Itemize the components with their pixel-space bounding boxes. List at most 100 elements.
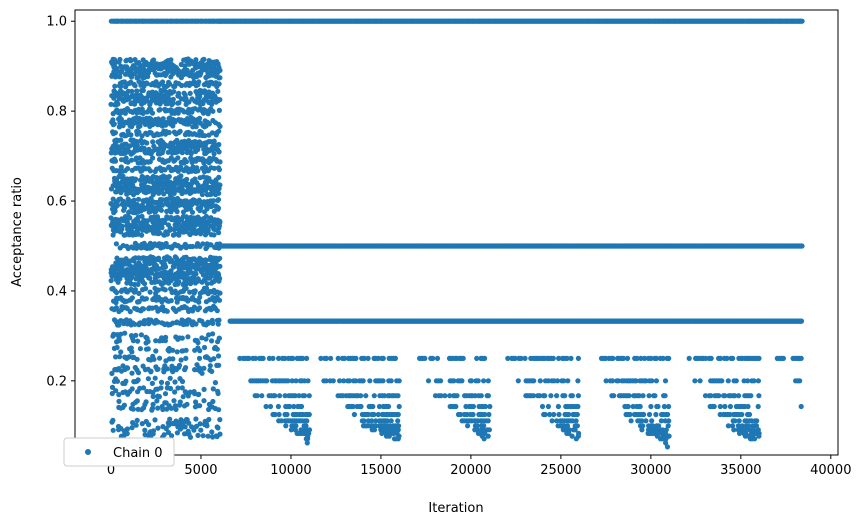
data-point — [168, 405, 174, 411]
data-point — [197, 421, 203, 427]
data-point — [154, 398, 160, 404]
data-point — [565, 378, 571, 384]
data-point — [206, 121, 212, 127]
data-point — [170, 123, 176, 129]
data-point — [146, 422, 152, 428]
data-point — [170, 100, 176, 106]
data-point — [196, 355, 203, 361]
data-point — [756, 355, 762, 361]
data-point — [111, 94, 118, 100]
data-point — [204, 423, 210, 429]
data-point — [185, 393, 191, 399]
data-point — [128, 132, 134, 138]
data-point — [217, 97, 223, 103]
data-point — [175, 219, 182, 225]
data-point — [197, 94, 203, 100]
data-point — [215, 321, 221, 327]
data-point — [430, 355, 436, 361]
data-point — [216, 317, 222, 323]
data-point — [198, 231, 204, 237]
data-point — [216, 174, 222, 180]
data-point — [210, 320, 216, 326]
data-point — [201, 386, 207, 392]
data-point — [148, 368, 154, 374]
data-point — [780, 355, 787, 361]
data-point — [568, 355, 574, 361]
data-point — [211, 232, 217, 238]
data-point — [380, 355, 386, 361]
data-point — [160, 147, 166, 153]
data-point — [367, 378, 373, 384]
data-point — [211, 356, 217, 362]
data-point — [186, 99, 192, 105]
data-point — [173, 367, 179, 373]
data-point — [187, 90, 193, 96]
data-point — [136, 299, 142, 305]
data-point — [188, 151, 194, 157]
data-point — [175, 336, 181, 342]
data-point — [168, 276, 175, 282]
data-point — [173, 406, 179, 412]
data-point — [209, 200, 215, 206]
data-point — [112, 83, 118, 89]
data-point — [114, 289, 120, 296]
data-point — [195, 168, 201, 174]
data-point — [167, 375, 173, 381]
data-point — [161, 368, 167, 374]
data-point — [109, 390, 115, 397]
data-point — [353, 355, 359, 361]
data-point — [193, 423, 200, 429]
data-point — [191, 427, 197, 433]
data-point — [161, 219, 168, 226]
data-point — [162, 167, 168, 173]
data-point — [202, 142, 209, 148]
data-point — [216, 167, 222, 173]
data-point — [396, 378, 402, 384]
data-point — [150, 431, 156, 437]
data-point — [203, 187, 209, 193]
data-point — [176, 362, 183, 368]
data-point — [209, 368, 215, 374]
data-point — [167, 416, 173, 422]
data-point — [192, 142, 198, 148]
data-points — [108, 18, 805, 450]
data-point — [207, 363, 213, 369]
data-point — [178, 357, 184, 363]
data-point — [330, 378, 336, 384]
data-point — [204, 206, 210, 212]
data-point — [141, 405, 147, 411]
data-point — [109, 384, 116, 390]
data-point — [190, 243, 196, 250]
data-point — [115, 279, 121, 285]
data-point — [180, 394, 186, 400]
data-point — [199, 370, 205, 376]
data-point — [197, 72, 203, 78]
data-point — [155, 366, 161, 372]
data-point — [171, 398, 177, 404]
data-point — [328, 355, 334, 361]
data-point — [182, 389, 188, 395]
data-point — [195, 147, 201, 153]
data-point — [181, 403, 188, 409]
data-point — [160, 406, 166, 413]
data-point — [159, 225, 165, 231]
data-point — [149, 110, 156, 116]
data-point — [482, 355, 488, 361]
data-point — [193, 416, 199, 422]
data-point — [206, 416, 212, 423]
data-point — [159, 202, 165, 208]
data-point — [201, 398, 207, 404]
data-point — [187, 231, 193, 238]
data-point — [123, 97, 129, 103]
data-point — [130, 178, 137, 184]
data-point — [194, 200, 201, 206]
data-point — [189, 209, 196, 215]
data-point — [213, 178, 219, 184]
data-point — [185, 334, 191, 340]
data-point — [215, 197, 222, 203]
data-point — [160, 79, 166, 85]
data-point — [130, 192, 137, 198]
data-point — [190, 67, 196, 73]
data-point — [170, 347, 176, 353]
data-point — [127, 309, 133, 315]
